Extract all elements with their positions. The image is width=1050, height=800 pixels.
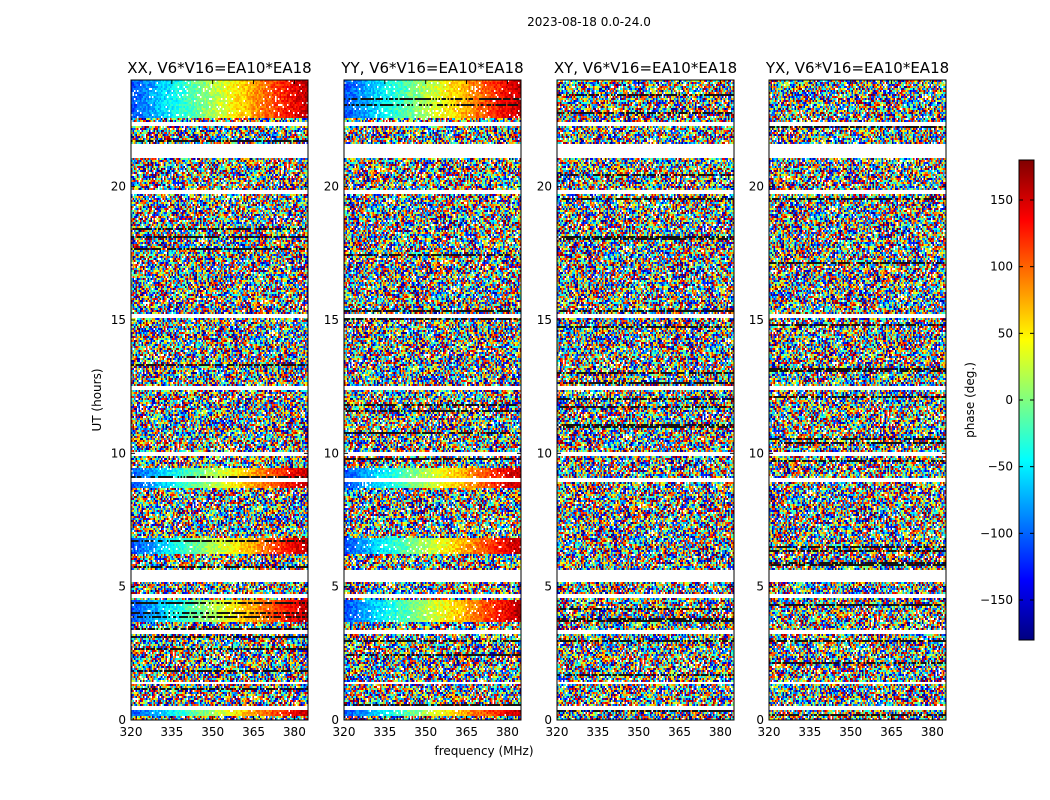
axes-frame [768, 79, 947, 721]
y-tick-label: 10 [537, 446, 552, 460]
colorbar-tick-label: 100 [990, 260, 1013, 274]
panel-title: YX, V6*V16=EA10*EA18 [765, 59, 949, 77]
x-tick-label: 365 [880, 725, 903, 739]
x-tick-label: 350 [839, 725, 862, 739]
panels: XX, V6*V16=EA10*EA18 320 335 350 365 380 0 5 10 1… [111, 59, 949, 739]
panel-title: XX, V6*V16=EA10*EA18 [127, 59, 311, 77]
x-tick-label: 350 [201, 725, 224, 739]
y-tick-label: 15 [111, 313, 126, 327]
x-tick-label: 380 [709, 725, 732, 739]
y-tick-label: 15 [749, 313, 764, 327]
x-tick-label: 320 [120, 725, 143, 739]
colorbar-label: phase (deg.) [963, 362, 977, 438]
y-tick-label: 5 [331, 580, 339, 594]
panel-title: YY, V6*V16=EA10*EA18 [340, 59, 523, 77]
y-tick-label: 0 [118, 713, 126, 727]
y-tick-label: 20 [324, 180, 339, 194]
x-tick-label: 350 [414, 725, 437, 739]
y-tick-label: 20 [111, 180, 126, 194]
y-tick-label: 5 [118, 580, 126, 594]
colorbar-tick-label: −150 [980, 593, 1013, 607]
panel-xx: XX, V6*V16=EA10*EA18 320 335 350 365 380 0 5 10 1… [111, 59, 312, 739]
figure-suptitle: 2023-08-18 0.0-24.0 [527, 15, 651, 29]
x-tick-label: 365 [668, 725, 691, 739]
y-tick-label: 5 [756, 580, 764, 594]
phase-heatmap [557, 80, 734, 720]
y-tick-label: 10 [324, 446, 339, 460]
colorbar: 150 100 50 0 −50 −100 −150 [980, 159, 1035, 641]
y-tick-label: 15 [324, 313, 339, 327]
x-tick-label: 380 [496, 725, 519, 739]
colorbar-tick-label: 0 [1005, 393, 1013, 407]
x-tick-label: 335 [160, 725, 183, 739]
y-tick-label: 10 [111, 446, 126, 460]
y-tick-label: 5 [544, 580, 552, 594]
axes-frame [343, 79, 522, 721]
x-tick-label: 350 [627, 725, 650, 739]
x-tick-label: 335 [586, 725, 609, 739]
panel-title: XY, V6*V16=EA10*EA18 [554, 59, 737, 77]
x-tick-label: 380 [283, 725, 306, 739]
x-tick-label: 380 [921, 725, 944, 739]
axes-frame [130, 79, 309, 721]
x-tick-label: 335 [373, 725, 396, 739]
y-tick-label: 20 [537, 180, 552, 194]
panel-yy: YY, V6*V16=EA10*EA18 320 335 350 365 380 0 5 10 1… [324, 59, 524, 739]
axes-frame [556, 79, 735, 721]
phase-heatmap [769, 80, 946, 720]
x-tick-label: 320 [758, 725, 781, 739]
colorbar-tick-label: 50 [998, 326, 1013, 340]
panel-yx: YX, V6*V16=EA10*EA18 320 335 350 365 380 0 5 10 1… [749, 59, 949, 739]
colorbar-tick-label: −100 [980, 526, 1013, 540]
phase-heatmap [344, 80, 521, 720]
x-tick-label: 335 [798, 725, 821, 739]
y-tick-label: 20 [749, 180, 764, 194]
y-axis-label: UT (hours) [90, 368, 104, 431]
x-tick-label: 320 [333, 725, 356, 739]
phase-heatmap [131, 80, 308, 720]
colorbar-tick-label: 150 [990, 193, 1013, 207]
x-axis-label: frequency (MHz) [434, 744, 533, 758]
y-tick-label: 0 [331, 713, 339, 727]
y-tick-label: 15 [537, 313, 552, 327]
colorbar-tick-label: −50 [988, 460, 1013, 474]
panel-xy: XY, V6*V16=EA10*EA18 320 335 350 365 380 0 5 10 1… [537, 59, 737, 739]
y-tick-label: 10 [749, 446, 764, 460]
x-tick-label: 320 [546, 725, 569, 739]
y-tick-label: 0 [756, 713, 764, 727]
y-tick-label: 0 [544, 713, 552, 727]
x-tick-label: 365 [242, 725, 265, 739]
x-tick-label: 365 [455, 725, 478, 739]
